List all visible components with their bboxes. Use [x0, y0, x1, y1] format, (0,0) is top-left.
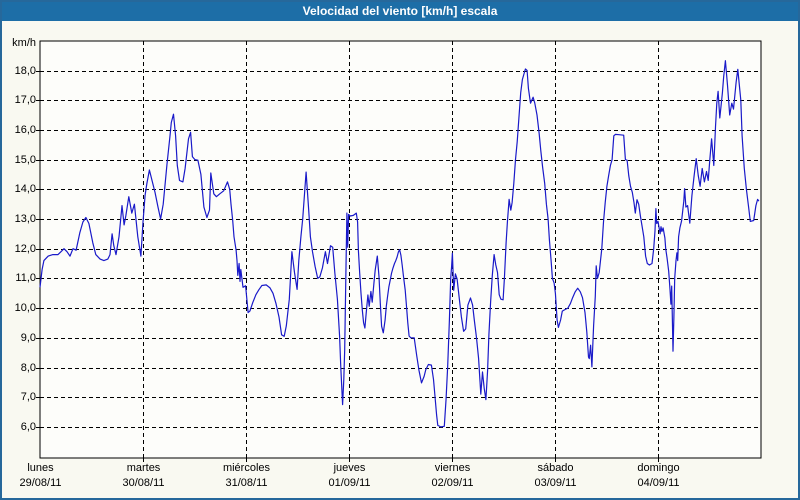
y-tick-label: 16,0: [14, 124, 36, 136]
chart-title-bar: Velocidad del viento [km/h] escala: [0, 0, 800, 21]
y-tick-label: 10,0: [14, 302, 36, 314]
chart-title: Velocidad del viento [km/h] escala: [302, 3, 498, 18]
x-day-label: viernes 02/09/11: [401, 461, 505, 491]
y-tick-label: 13,0: [14, 213, 36, 225]
day-name: sábado: [537, 462, 574, 474]
y-tick-label: 14,0: [14, 183, 36, 195]
y-axis-unit-label: km/h: [12, 37, 36, 49]
y-tick-label: 17,0: [14, 94, 36, 106]
day-date: 30/08/11: [122, 477, 165, 489]
day-name: miércoles: [222, 462, 271, 474]
day-date: 03/09/11: [534, 477, 577, 489]
wind-speed-series-line: [39, 60, 760, 428]
day-name: viernes: [434, 462, 471, 474]
x-day-label: sábado 03/09/11: [504, 461, 608, 491]
x-day-label: domingo 04/09/11: [607, 461, 711, 491]
x-day-label: martes 30/08/11: [92, 461, 196, 491]
x-day-label: lunes 29/08/11: [0, 461, 93, 491]
day-name: lunes: [27, 462, 54, 474]
x-day-label: miércoles 31/08/11: [195, 461, 299, 491]
day-date: 29/08/11: [19, 477, 62, 489]
y-tick-label: 9,0: [20, 332, 36, 344]
y-tick-label: 18,0: [14, 65, 36, 77]
y-tick-label: 6,0: [20, 421, 36, 433]
x-day-label: jueves 01/09/11: [298, 461, 402, 491]
y-tick-label: 7,0: [20, 391, 36, 403]
day-date: 04/09/11: [637, 477, 680, 489]
day-date: 31/08/11: [225, 477, 268, 489]
day-name: jueves: [333, 462, 366, 474]
day-name: domingo: [637, 462, 680, 474]
y-tick-label: 8,0: [20, 362, 36, 374]
y-tick-label: 15,0: [14, 154, 36, 166]
day-date: 01/09/11: [328, 477, 371, 489]
y-tick-label: 11,0: [15, 272, 36, 284]
y-tick-label: 12,0: [14, 243, 36, 255]
day-date: 02/09/11: [431, 477, 474, 489]
day-name: martes: [126, 462, 161, 474]
